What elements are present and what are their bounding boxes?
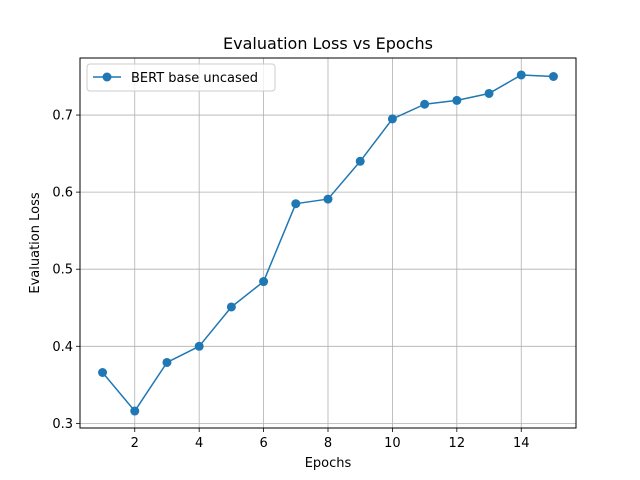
- legend-marker-swatch: [102, 72, 112, 82]
- y-tick-label: 0.7: [52, 109, 73, 124]
- data-point: [452, 95, 462, 105]
- data-point: [194, 341, 204, 351]
- series-group: [98, 70, 558, 416]
- legend: BERT base uncased: [86, 63, 276, 92]
- data-point: [420, 99, 430, 109]
- x-tick-label: 14: [513, 436, 530, 451]
- y-tick-label: 0.4: [52, 340, 73, 355]
- data-point: [548, 72, 558, 81]
- data-point: [516, 70, 526, 80]
- legend-label: BERT base uncased: [131, 71, 258, 86]
- data-point: [130, 406, 140, 416]
- x-tick-label: 12: [449, 436, 466, 451]
- legend-frame: [86, 63, 276, 92]
- data-point: [259, 277, 269, 287]
- data-point: [484, 88, 494, 98]
- chart-title: Evaluation Loss vs Epochs: [223, 34, 433, 53]
- x-tick-label: 10: [384, 436, 401, 451]
- data-point: [323, 194, 333, 204]
- data-point: [162, 357, 172, 367]
- y-tick-label: 0.3: [52, 417, 73, 432]
- y-tick-label: 0.6: [52, 186, 73, 201]
- data-point: [355, 156, 365, 166]
- x-axis-label: Epochs: [305, 456, 352, 471]
- grid: [80, 58, 576, 428]
- data-point: [387, 114, 397, 124]
- x-tick-label: 8: [324, 436, 332, 451]
- x-tick-label: 2: [131, 436, 139, 451]
- data-point: [291, 199, 301, 209]
- data-point: [98, 368, 108, 377]
- axis-ticks: 2 4 6 8 10 12 14 0.3 0.4 0.5 0.6 0.7: [52, 109, 529, 451]
- x-tick-label: 4: [195, 436, 203, 451]
- x-tick-label: 6: [259, 436, 267, 451]
- y-tick-label: 0.5: [52, 263, 73, 278]
- y-axis-label: Evaluation Loss: [28, 192, 43, 293]
- data-point: [226, 302, 236, 312]
